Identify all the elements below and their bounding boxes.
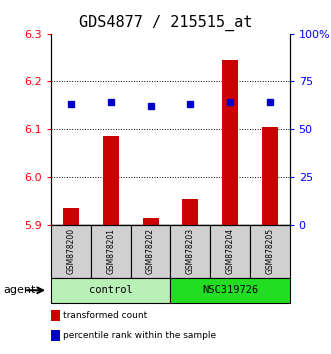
Text: GSM878203: GSM878203 <box>186 228 195 274</box>
Bar <box>143 218 159 225</box>
Text: percentile rank within the sample: percentile rank within the sample <box>63 331 216 340</box>
Text: GSM878204: GSM878204 <box>225 228 235 274</box>
Text: transformed count: transformed count <box>63 311 147 320</box>
Text: GSM878200: GSM878200 <box>67 228 76 274</box>
Text: GSM878201: GSM878201 <box>106 228 116 274</box>
Bar <box>131 225 170 278</box>
Text: GSM878205: GSM878205 <box>265 228 274 274</box>
Bar <box>170 278 290 303</box>
Text: NSC319726: NSC319726 <box>202 285 258 295</box>
Bar <box>91 225 131 278</box>
Text: GSM878202: GSM878202 <box>146 228 155 274</box>
Bar <box>210 225 250 278</box>
Bar <box>51 278 170 303</box>
Bar <box>51 225 91 278</box>
Bar <box>170 225 210 278</box>
Bar <box>103 136 119 225</box>
Text: control: control <box>89 285 133 295</box>
Bar <box>63 208 79 225</box>
Text: GDS4877 / 215515_at: GDS4877 / 215515_at <box>79 15 252 31</box>
Bar <box>250 225 290 278</box>
Bar <box>222 60 238 225</box>
Bar <box>182 199 198 225</box>
Text: agent: agent <box>3 285 36 295</box>
Bar <box>262 127 278 225</box>
